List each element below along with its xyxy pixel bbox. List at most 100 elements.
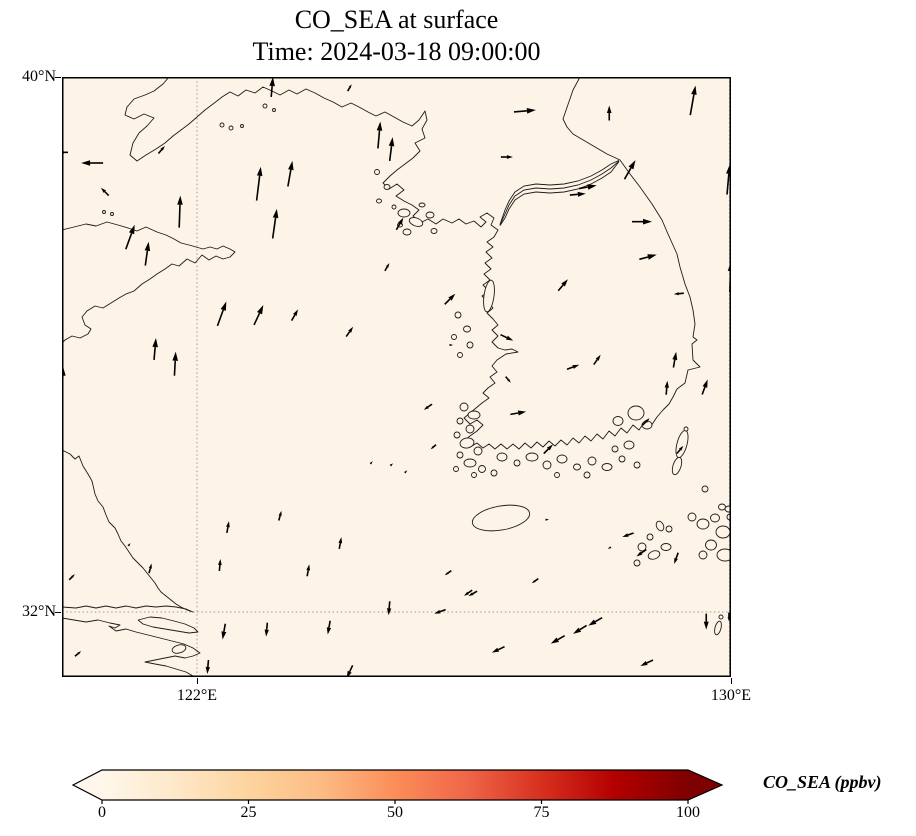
wind-arrow-shaft <box>665 387 668 395</box>
wind-arrow-shaft <box>472 590 478 595</box>
wind-arrow-head <box>218 559 222 566</box>
wind-arrow-shaft <box>104 191 110 197</box>
wind-arrow-shaft <box>226 526 229 534</box>
wind-arrow-head <box>588 619 597 626</box>
wind-arrow-head <box>430 446 434 450</box>
wind-arrow <box>510 410 527 416</box>
wind-arrows-group <box>62 77 731 677</box>
wind-arrow-head <box>517 410 527 416</box>
wind-arrow-head <box>257 305 264 315</box>
island <box>453 466 459 472</box>
wind-arrow-head <box>507 378 511 383</box>
wind-arrow-shaft <box>497 645 505 651</box>
wind-arrow <box>157 145 165 155</box>
wind-arrow <box>144 241 151 266</box>
wind-arrow <box>674 552 679 564</box>
wind-arrow-shaft <box>534 578 539 582</box>
wind-arrow-head <box>545 518 550 521</box>
wind-arrow-shaft <box>557 284 564 292</box>
wind-arrow-head <box>71 574 75 578</box>
colorbar-tick-label: 25 <box>240 804 257 821</box>
wind-arrow <box>640 659 654 666</box>
wind-arrow-head <box>628 160 636 170</box>
island <box>701 485 709 493</box>
wind-arrow-head <box>100 187 107 193</box>
wind-arrow <box>81 160 104 166</box>
wind-arrow <box>216 301 227 327</box>
wind-arrow <box>701 379 708 395</box>
island <box>698 550 708 560</box>
island <box>262 103 268 109</box>
wind-arrow <box>100 187 110 197</box>
y-tick-label-32n: 32°N <box>22 603 56 620</box>
wind-arrow-shaft <box>348 664 354 673</box>
wind-arrow <box>444 570 452 576</box>
island <box>687 512 697 522</box>
island <box>660 543 672 551</box>
wind-arrow-head <box>606 105 612 113</box>
island <box>467 410 481 420</box>
wind-arrow-shaft <box>640 548 647 554</box>
wind-arrow <box>500 155 513 159</box>
wind-arrow-head <box>672 351 678 361</box>
wind-arrow-head <box>397 217 404 225</box>
wind-arrow <box>177 195 183 228</box>
wind-arrow-shaft <box>672 359 676 368</box>
wind-arrow-head <box>573 627 582 634</box>
wind-arrow <box>125 224 135 250</box>
coastline <box>62 221 236 344</box>
wind-arrow <box>389 463 394 467</box>
wind-arrow-shaft <box>646 659 654 664</box>
wind-arrow-head <box>449 343 454 347</box>
wind-arrow <box>550 634 566 644</box>
island <box>228 125 234 131</box>
wind-arrow-shaft <box>173 360 177 376</box>
wind-arrow-head <box>256 166 263 177</box>
wind-arrow <box>388 137 395 162</box>
wind-arrow-shaft <box>218 564 221 572</box>
wind-arrow <box>444 293 456 305</box>
wind-arrow-head <box>264 629 269 637</box>
wind-arrow-head <box>388 137 395 147</box>
wind-arrow <box>676 445 684 455</box>
island <box>451 334 457 340</box>
wind-arrow <box>569 191 586 197</box>
wind-arrow <box>531 578 539 584</box>
wind-arrow <box>573 624 588 634</box>
wind-arrow-head <box>577 191 586 197</box>
island <box>408 217 424 227</box>
wind-arrow-shaft <box>223 623 227 632</box>
island <box>646 533 654 541</box>
wind-arrow <box>290 309 299 322</box>
wind-arrow-shaft <box>689 94 695 116</box>
x-axis-tick-130e <box>730 678 732 684</box>
wind-arrow-head <box>172 351 179 361</box>
wind-arrow-shaft <box>510 412 519 416</box>
y-axis-tick-40n <box>55 76 61 78</box>
wind-arrow <box>430 444 437 450</box>
wind-arrow-head <box>463 591 469 596</box>
island <box>463 458 477 468</box>
island <box>418 202 426 208</box>
wind-arrow <box>449 343 454 347</box>
wind-arrow-head <box>293 309 299 317</box>
island <box>465 424 475 434</box>
wind-arrow-head <box>678 445 684 451</box>
wind-arrow-head <box>595 354 601 361</box>
wind-arrow <box>672 351 678 368</box>
wind-arrow-head <box>376 121 383 131</box>
wind-arrow <box>636 548 647 557</box>
wind-arrow-shaft <box>388 601 391 609</box>
wind-arrow-head <box>128 224 135 235</box>
wind-arrow <box>205 659 211 674</box>
wind-arrow-shaft <box>427 403 433 408</box>
island <box>454 311 462 319</box>
wind-arrow-head <box>81 160 91 166</box>
wind-arrow-head <box>636 551 643 557</box>
wind-arrow-head <box>444 571 449 576</box>
wind-arrow-shaft <box>566 366 574 370</box>
wind-arrow <box>306 564 311 577</box>
island <box>240 124 244 128</box>
wind-arrow-head <box>673 292 679 296</box>
wind-arrow-shaft <box>328 620 331 628</box>
